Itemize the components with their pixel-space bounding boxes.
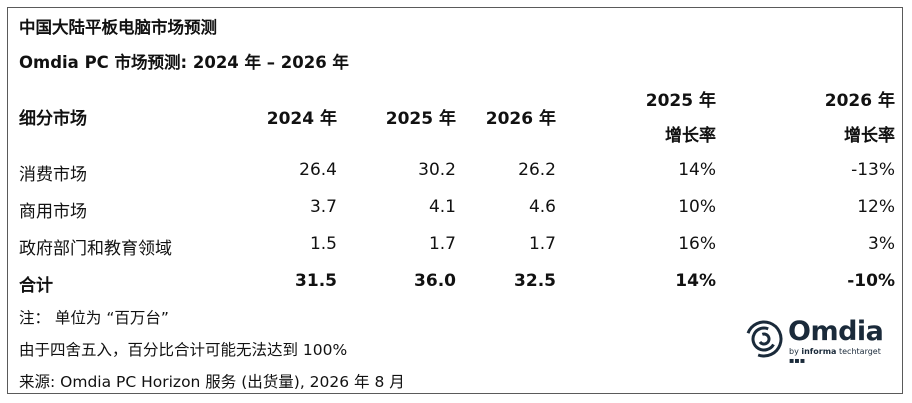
row-government-growth-2026: 3% — [868, 234, 895, 254]
row-total-growth-2025: 14% — [675, 271, 716, 291]
header-segment: 细分市场 — [19, 109, 87, 129]
row-government-growth-2025: 16% — [678, 234, 716, 254]
note-rounding: 由于四舍五入，百分比合计可能无法达到 100% — [19, 341, 348, 359]
row-commercial-growth-2025: 10% — [678, 197, 716, 217]
row-commercial-2026: 4.6 — [528, 197, 556, 217]
row-consumer-segment: 消费市场 — [19, 165, 87, 185]
row-total-2026: 32.5 — [514, 271, 556, 291]
row-consumer-growth-2025: 14% — [678, 160, 716, 180]
row-consumer-growth-2026: -13% — [851, 160, 895, 180]
header-growth-2026-label: 增长率 — [844, 126, 895, 146]
note-unit: 注： 单位为 “百万台” — [19, 309, 169, 327]
omdia-logo-icon — [745, 320, 783, 358]
row-consumer-2025: 30.2 — [418, 160, 456, 180]
row-total-growth-2026: -10% — [847, 271, 895, 291]
row-commercial-growth-2026: 12% — [857, 197, 895, 217]
row-commercial-segment: 商用市场 — [19, 202, 87, 222]
row-consumer-2024: 26.4 — [299, 160, 337, 180]
header-2025: 2025 年 — [385, 109, 456, 129]
row-total-segment: 合计 — [19, 276, 53, 296]
row-government-2026: 1.7 — [528, 234, 556, 254]
logo-tagline: by informa techtarget ▪▪▪ — [789, 347, 881, 365]
row-commercial-2025: 4.1 — [428, 197, 456, 217]
row-total-2024: 31.5 — [295, 271, 337, 291]
row-total-2025: 36.0 — [414, 271, 456, 291]
note-source: 来源: Omdia PC Horizon 服务 (出货量), 2026 年 8 … — [19, 373, 405, 391]
row-government-2025: 1.7 — [428, 234, 456, 254]
row-government-2024: 1.5 — [309, 234, 337, 254]
header-growth-2025-year: 2025 年 — [645, 91, 716, 111]
header-2024: 2024 年 — [266, 109, 337, 129]
page-title: 中国大陆平板电脑市场预测 — [19, 18, 217, 37]
header-growth-2025-label: 增长率 — [665, 126, 716, 146]
omdia-logo: Omdia by informa techtarget ▪▪▪ — [744, 316, 894, 365]
row-government-segment: 政府部门和教育领域 — [19, 239, 172, 259]
row-consumer-2026: 26.2 — [518, 160, 556, 180]
row-commercial-2024: 3.7 — [309, 197, 337, 217]
header-growth-2026-year: 2026 年 — [824, 91, 895, 111]
table-frame — [7, 7, 903, 394]
header-2026: 2026 年 — [485, 109, 556, 129]
logo-wordmark: Omdia — [788, 316, 884, 347]
page-subtitle: Omdia PC 市场预测: 2024 年 – 2026 年 — [19, 53, 349, 72]
